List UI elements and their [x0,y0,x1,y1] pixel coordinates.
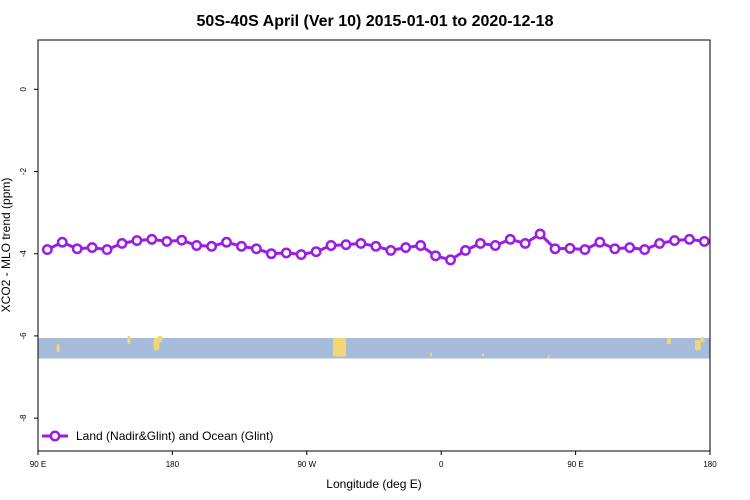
y-axis-label: XCO2 - MLO trend (ppm) [0,178,13,313]
data-point [415,240,427,251]
data-point [698,235,710,247]
x-tick-label: 180 [703,460,717,469]
y-tick-label: -6 [19,332,28,340]
land-patch [667,337,671,345]
data-point [594,236,606,248]
land-patch [700,337,705,343]
data-point [250,243,262,255]
data-point [101,244,113,256]
y-tick-label: -2 [19,167,28,175]
legend-label: Land (Nadir&Glint) and Ocean (Glint) [76,429,273,443]
data-point [131,235,143,247]
data-point [41,244,53,256]
legend-marker-sample [49,430,61,442]
data-point [310,246,322,258]
x-axis-label: Longitude (deg E) [326,477,421,491]
data-point [340,239,352,251]
y-tick-label: 0 [19,87,28,92]
data-point [280,247,292,259]
data-point [519,237,531,249]
x-tick-label: 90 E [30,460,46,469]
y-axis: 0 -2 -4 -6 -8 [19,87,38,422]
y-tick-label: -4 [19,250,28,258]
land-patch [695,340,701,351]
data-point [176,234,188,246]
data-point [609,243,621,255]
data-point [355,237,367,249]
land-patch [482,353,485,357]
data-point [430,250,442,262]
data-point [639,244,651,256]
data-point [191,240,203,251]
data-point [221,236,232,248]
data-point [654,237,666,249]
x-tick-label: 180 [166,460,180,469]
series-layer [41,228,710,266]
data-point [146,233,158,245]
data-point [489,240,501,251]
data-point [295,249,307,260]
x-tick-label: 0 [439,460,444,469]
data-point [116,237,128,249]
chart-title: 50S-40S April (Ver 10) 2015-01-01 to 202… [197,13,554,30]
data-point [534,228,546,240]
data-point [445,254,456,266]
data-point [161,235,173,247]
data-point [71,243,83,255]
data-point [684,233,695,245]
data-point [236,240,247,252]
data-point [474,237,486,249]
land-patch [338,337,346,347]
data-point [206,240,218,252]
data-point [669,235,680,247]
coverage-band [38,335,710,359]
data-point [325,240,337,251]
x-tick-label: 90 W [297,460,316,469]
x-tick-label: 90 E [567,460,583,469]
data-point [624,242,636,254]
legend: Land (Nadir&Glint) and Ocean (Glint) [42,429,273,443]
ocean-band [38,337,710,359]
data-point [400,242,412,254]
data-point [460,244,471,256]
plot-frame [37,39,711,452]
data-point [549,243,561,255]
data-point [579,244,591,256]
land-patch [157,335,163,343]
land-patch [56,344,60,353]
data-point [504,233,516,245]
land-patch [430,352,432,357]
land-patch [547,355,550,359]
data-point [265,248,277,260]
data-point [86,242,98,254]
x-axis: 90 E 180 90 W 0 90 E 180 [30,451,717,469]
land-patch [127,335,131,345]
data-point [56,236,68,248]
data-point [385,244,397,256]
y-tick-label: -8 [19,414,28,422]
data-point [564,242,576,254]
data-point [370,240,382,252]
